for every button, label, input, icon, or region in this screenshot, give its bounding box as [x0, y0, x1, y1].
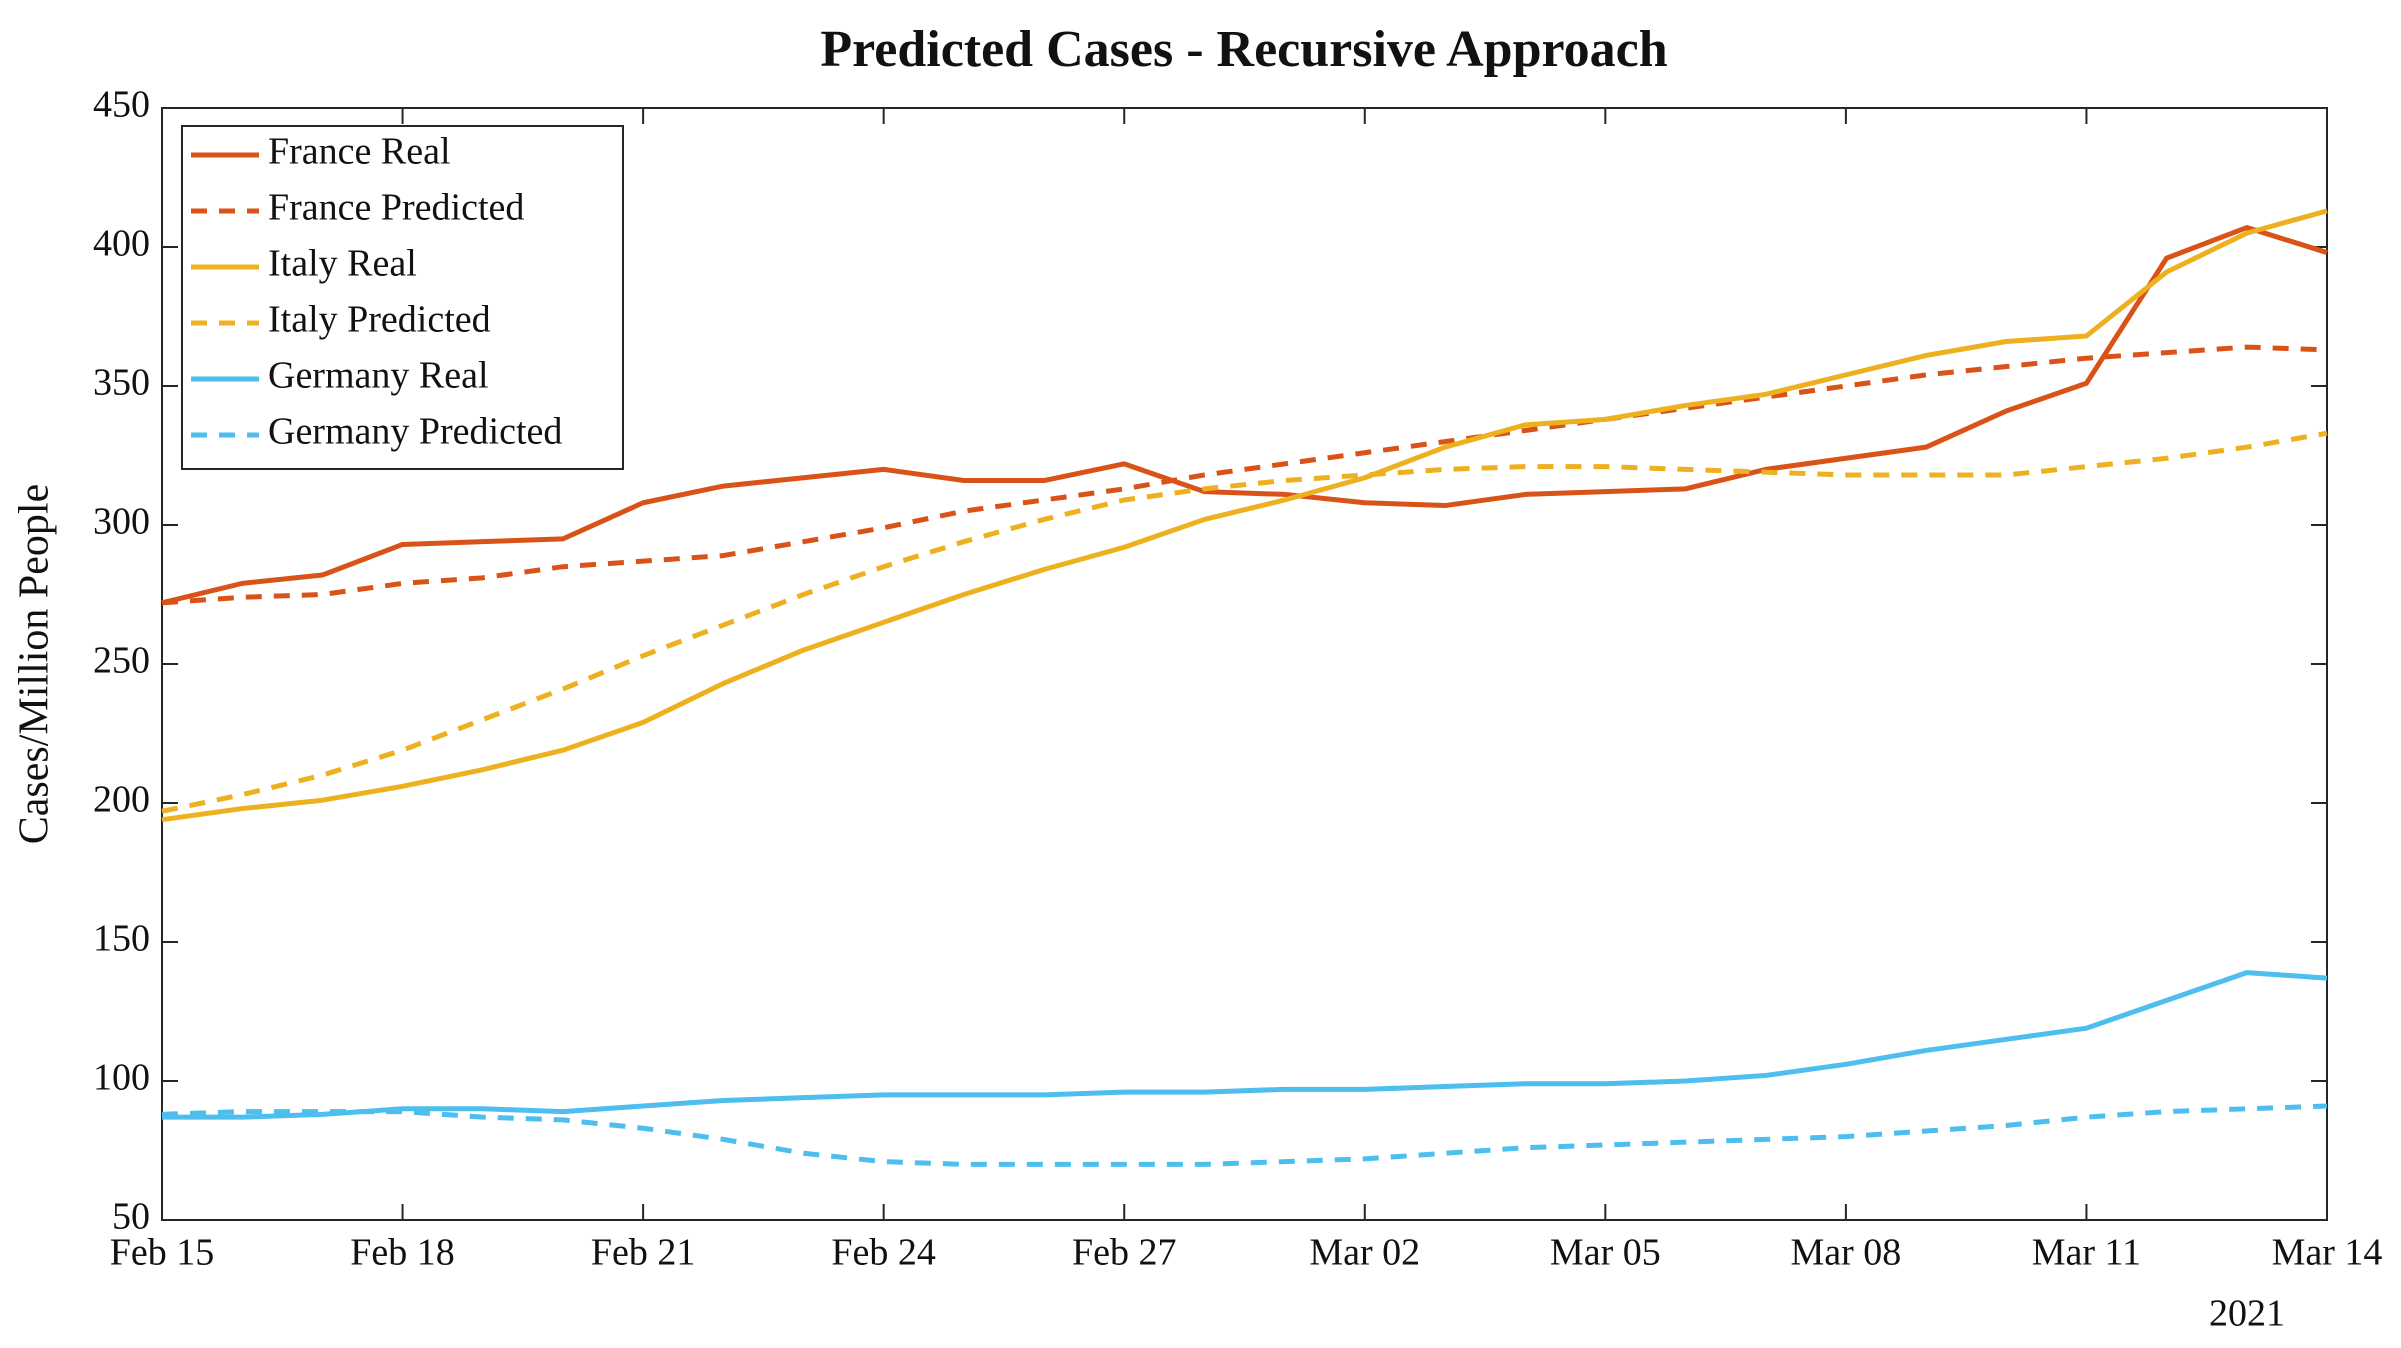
y-axis-label: Cases/Million People	[12, 484, 58, 845]
y-tick-label: 300	[93, 501, 150, 543]
x-tick-label: Mar 14	[2272, 1232, 2383, 1274]
x-tick-label: Mar 11	[2032, 1232, 2141, 1274]
y-tick-label: 100	[93, 1057, 150, 1099]
legend-label: France Real	[268, 131, 451, 173]
y-tick-label: 250	[93, 640, 150, 682]
x-tick-label: Feb 27	[1072, 1232, 1177, 1274]
chart-title: Predicted Cases - Recursive Approach	[820, 21, 1667, 78]
series-line	[161, 430, 2328, 814]
legend-label: Germany Predicted	[268, 411, 562, 453]
x-tick-label: Feb 24	[831, 1232, 936, 1274]
legend-label: Italy Predicted	[268, 299, 491, 341]
series-line	[162, 970, 2328, 1120]
y-tick-label: 150	[93, 918, 150, 960]
x-tick-label: Mar 02	[1309, 1232, 1420, 1274]
x-tick-label: Feb 15	[110, 1232, 215, 1274]
y-tick-label: 50	[112, 1196, 150, 1238]
series-line	[161, 225, 2328, 606]
series-line	[161, 208, 2328, 823]
x-tick-label: Mar 05	[1550, 1232, 1661, 1274]
legend-label: Germany Real	[268, 355, 489, 397]
series-line	[161, 1103, 2328, 1167]
y-tick-label: 200	[93, 779, 150, 821]
y-tick-label: 400	[93, 223, 150, 265]
x-tick-label: Feb 18	[350, 1232, 455, 1274]
x-tick-label: Mar 08	[1790, 1232, 1901, 1274]
legend-box	[181, 125, 624, 470]
y-tick-label: 450	[93, 84, 150, 126]
year-label: 2021	[2209, 1293, 2285, 1335]
legend-label: France Predicted	[268, 187, 524, 229]
x-tick-label: Feb 21	[591, 1232, 696, 1274]
legend-label: Italy Real	[268, 243, 417, 285]
series-line	[161, 344, 2328, 606]
y-tick-label: 350	[93, 362, 150, 404]
